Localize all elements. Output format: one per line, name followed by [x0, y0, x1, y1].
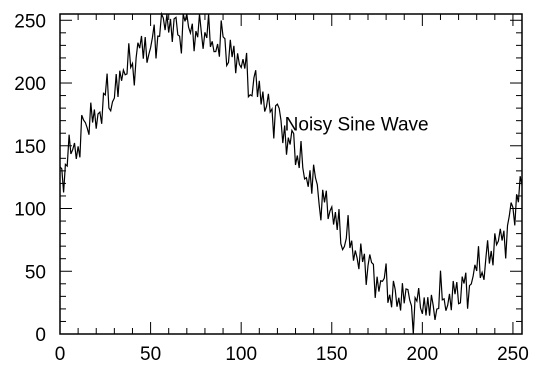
x-tick-label: 200 — [407, 344, 439, 365]
series-line — [59, 11, 523, 335]
tick-labels-layer: 0 50 100 150 200 250 0 50 100 150 200 250 — [14, 11, 528, 365]
x-tick-label: 100 — [225, 344, 257, 365]
ticks-layer — [59, 14, 522, 335]
x-tick-label: 50 — [140, 344, 161, 365]
y-tick-label: 150 — [14, 137, 46, 158]
x-tick-label: 0 — [55, 344, 66, 365]
plot-frame — [59, 13, 523, 335]
y-tick-label: 200 — [14, 74, 46, 95]
y-tick-label: 50 — [25, 262, 46, 283]
x-tick-label: 150 — [316, 344, 348, 365]
y-tick-label: 100 — [14, 200, 46, 221]
x-tick-label: 250 — [497, 344, 529, 365]
chart-annotation: Noisy Sine Wave — [285, 115, 429, 136]
y-tick-label: 250 — [14, 11, 46, 32]
plot-layer — [59, 11, 523, 335]
y-tick-label: 0 — [35, 325, 46, 346]
